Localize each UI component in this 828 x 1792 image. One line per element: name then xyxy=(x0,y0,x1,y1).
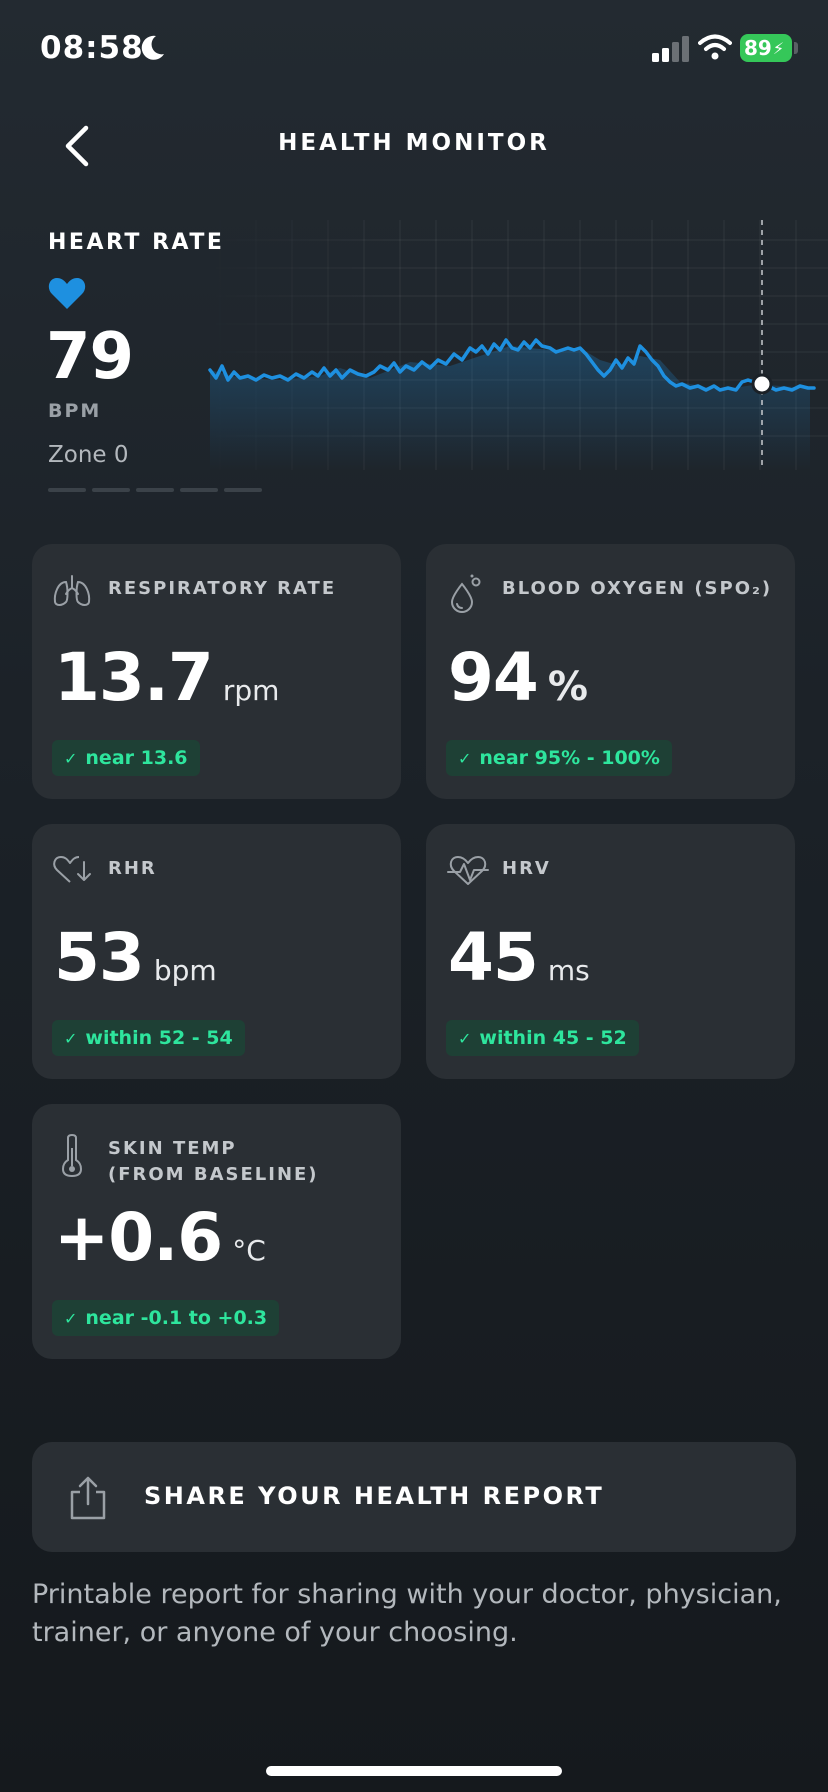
blood-oxygen-card[interactable]: BLOOD OXYGEN (SPO₂) 94 % ✓ near 95% - 10… xyxy=(426,544,795,799)
status-text: near -0.1 to +0.3 xyxy=(85,1307,268,1329)
card-value: 94 xyxy=(448,639,539,716)
card-label-line1: SKIN TEMP xyxy=(108,1138,237,1159)
zone-indicator xyxy=(48,488,262,492)
heart-down-icon xyxy=(53,856,91,883)
share-report-description: Printable report for sharing with your d… xyxy=(32,1579,782,1648)
share-report-button[interactable]: SHARE YOUR HEALTH REPORT xyxy=(32,1442,796,1552)
check-icon: ✓ xyxy=(64,1028,78,1048)
share-icon xyxy=(70,1476,106,1520)
card-unit: % xyxy=(547,664,588,710)
heart-rate-unit: BPM xyxy=(48,400,102,422)
back-chevron-icon[interactable] xyxy=(58,122,98,170)
rhr-card[interactable]: RHR 53 bpm ✓ within 52 - 54 xyxy=(32,824,401,1079)
card-value: 45 xyxy=(448,919,539,996)
battery-level: 89 xyxy=(744,36,772,60)
zone-bar xyxy=(92,488,130,492)
thermometer-icon xyxy=(61,1134,83,1178)
check-icon: ✓ xyxy=(64,1308,78,1328)
card-value-row: 13.7 rpm xyxy=(54,639,279,716)
share-report-label: SHARE YOUR HEALTH REPORT xyxy=(144,1482,605,1510)
card-value: 13.7 xyxy=(54,639,214,716)
status-badge: ✓ within 45 - 52 xyxy=(446,1020,639,1056)
card-label: SKIN TEMP (FROM BASELINE) xyxy=(108,1136,319,1188)
card-label: HRV xyxy=(502,858,551,879)
status-time: 08:58 xyxy=(40,30,144,66)
heart-rate-section[interactable]: HEART RATE 79 BPM Zone 0 xyxy=(0,220,828,500)
droplet-icon xyxy=(450,574,481,614)
skin-temp-card[interactable]: SKIN TEMP (FROM BASELINE) +0.6 °C ✓ near… xyxy=(32,1104,401,1359)
status-bar: 08:58 89 ⚡ xyxy=(0,0,828,100)
card-value: 53 xyxy=(54,919,145,996)
signal-icon xyxy=(652,36,689,62)
status-text: within 45 - 52 xyxy=(479,1027,627,1049)
card-value: +0.6 xyxy=(54,1199,223,1276)
heart-icon xyxy=(48,278,86,309)
status-badge: ✓ near -0.1 to +0.3 xyxy=(52,1300,280,1336)
card-unit: bpm xyxy=(153,954,217,987)
card-value-row: 53 bpm xyxy=(54,919,217,996)
battery-indicator: 89 ⚡ xyxy=(740,34,792,62)
heart-wave-icon xyxy=(447,856,489,885)
check-icon: ✓ xyxy=(64,748,78,768)
zone-bar xyxy=(180,488,218,492)
check-icon: ✓ xyxy=(458,1028,472,1048)
charging-bolt-icon: ⚡ xyxy=(772,38,785,58)
wifi-icon xyxy=(698,34,732,60)
page-title: HEALTH MONITOR xyxy=(278,130,550,156)
zone-bar xyxy=(48,488,86,492)
status-text: within 52 - 54 xyxy=(85,1027,233,1049)
card-value-row: 94 % xyxy=(448,639,588,716)
card-value-row: 45 ms xyxy=(448,919,590,996)
heart-rate-label: HEART RATE xyxy=(48,230,225,255)
moon-icon xyxy=(141,35,164,60)
heart-rate-value: 79 xyxy=(46,320,134,394)
card-label: RESPIRATORY RATE xyxy=(108,578,337,599)
card-unit: °C xyxy=(232,1234,266,1267)
status-text: near 13.6 xyxy=(85,747,188,769)
status-badge: ✓ near 13.6 xyxy=(52,740,200,776)
check-icon: ✓ xyxy=(458,748,472,768)
status-badge: ✓ within 52 - 54 xyxy=(52,1020,245,1056)
card-label-line2: (FROM BASELINE) xyxy=(108,1164,319,1185)
current-point xyxy=(751,373,773,395)
heart-rate-zone: Zone 0 xyxy=(48,442,129,468)
home-indicator[interactable] xyxy=(266,1766,562,1776)
card-value-row: +0.6 °C xyxy=(54,1199,266,1276)
card-label: BLOOD OXYGEN (SPO₂) xyxy=(502,578,773,599)
card-unit: ms xyxy=(547,954,590,987)
status-text: near 95% - 100% xyxy=(479,747,660,769)
lungs-icon xyxy=(53,575,91,606)
card-unit: rpm xyxy=(222,674,280,707)
status-badge: ✓ near 95% - 100% xyxy=(446,740,672,776)
heart-rate-line xyxy=(208,338,816,392)
zone-bar xyxy=(224,488,262,492)
battery-tip xyxy=(794,42,798,54)
nav-bar: HEALTH MONITOR xyxy=(0,110,828,180)
hrv-card[interactable]: HRV 45 ms ✓ within 45 - 52 xyxy=(426,824,795,1079)
card-label: RHR xyxy=(108,858,157,879)
heart-rate-chart xyxy=(200,220,828,470)
zone-bar xyxy=(136,488,174,492)
respiratory-rate-card[interactable]: RESPIRATORY RATE 13.7 rpm ✓ near 13.6 xyxy=(32,544,401,799)
